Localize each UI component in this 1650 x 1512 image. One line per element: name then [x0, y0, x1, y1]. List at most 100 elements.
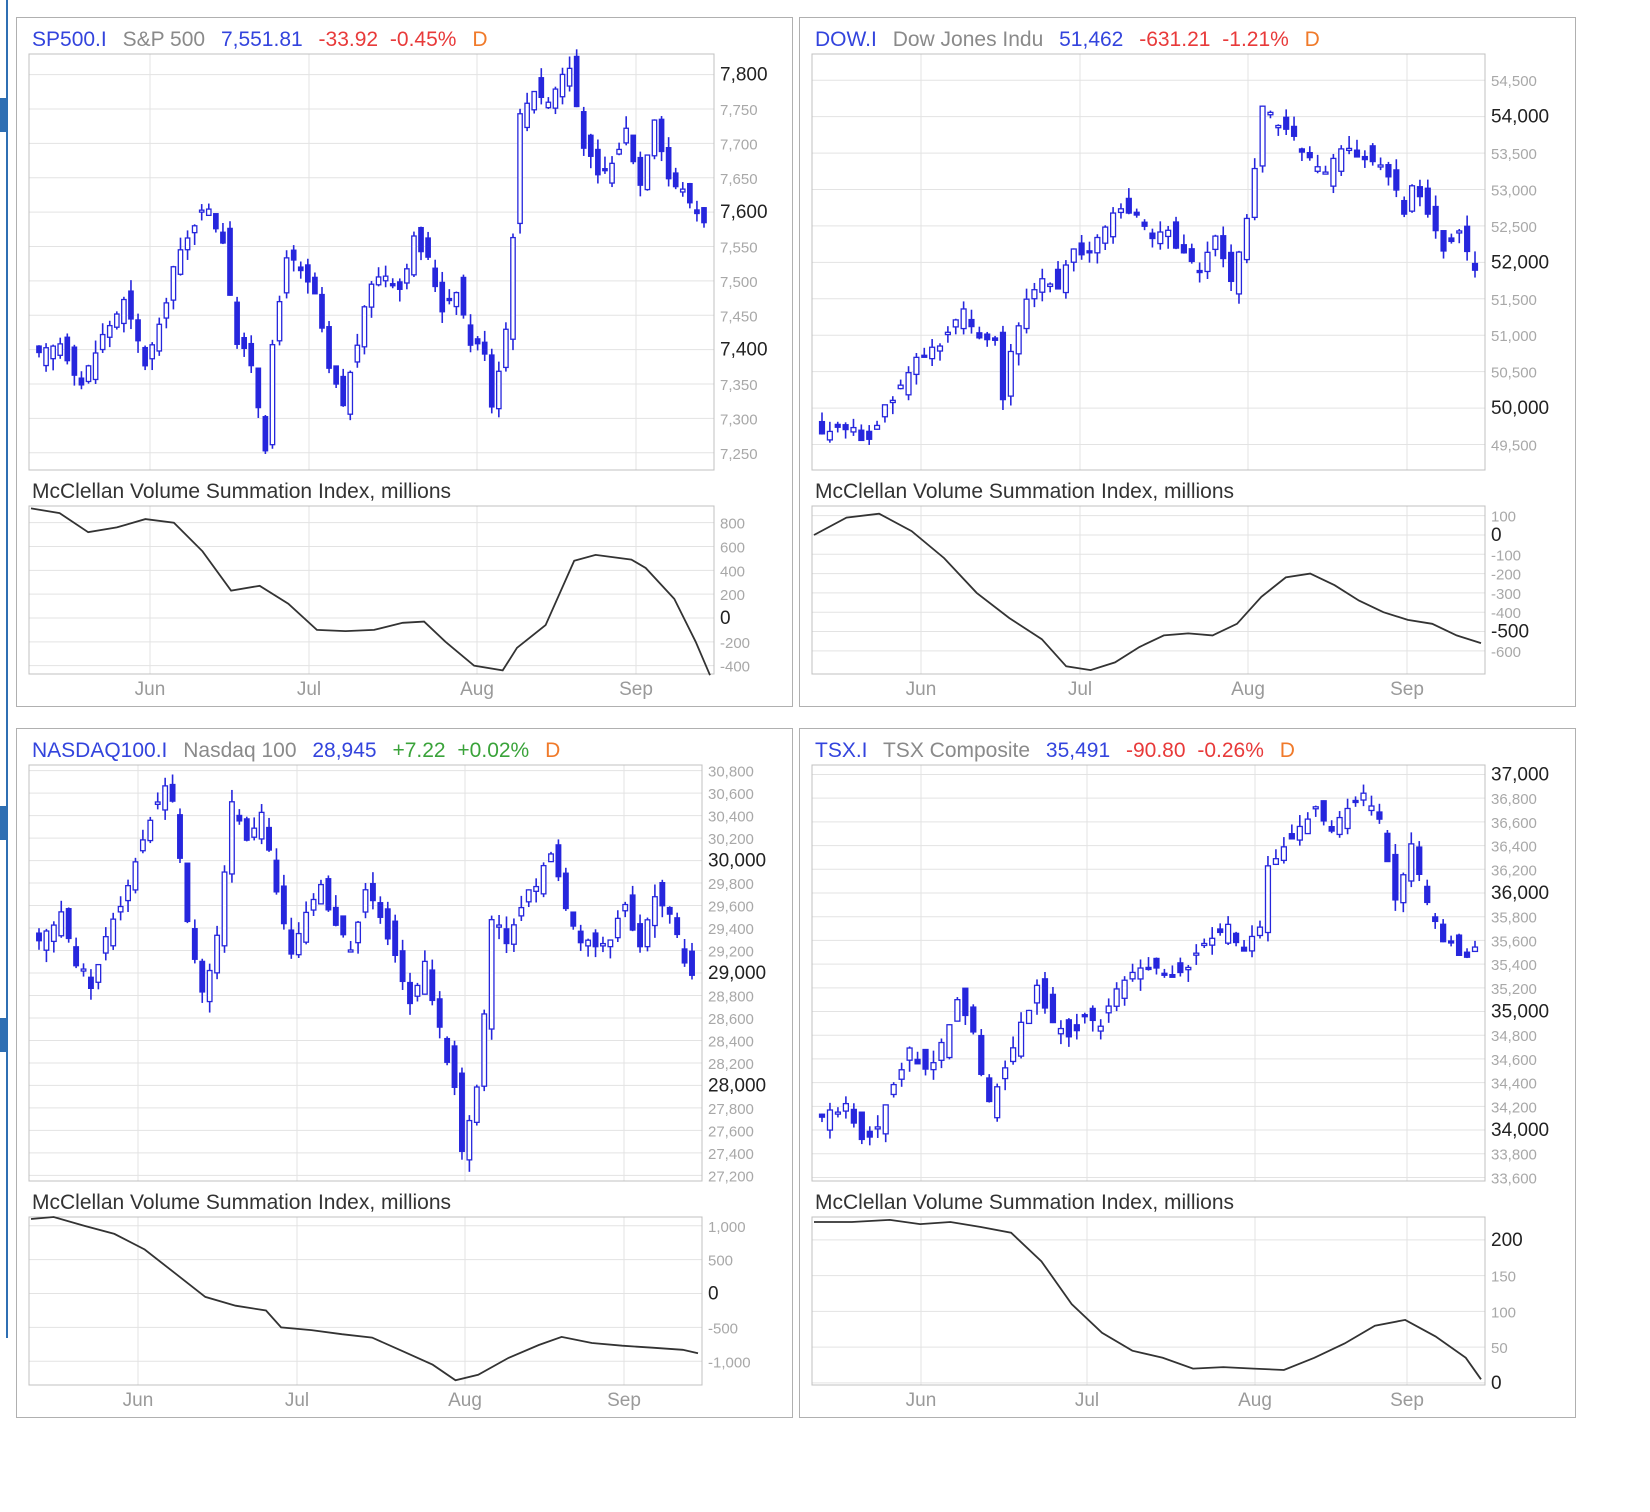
candle: [414, 982, 421, 1002]
y-tick-label: -300: [1491, 586, 1521, 603]
y-tick-label: 37,000: [1491, 764, 1549, 785]
candle: [117, 896, 124, 921]
candle-body: [850, 426, 857, 433]
symbol-link[interactable]: SP500.I: [32, 28, 107, 51]
candle-body: [1424, 187, 1431, 215]
candle: [672, 167, 679, 190]
candle: [538, 68, 545, 105]
candle-body: [467, 324, 474, 346]
chart-panel-nasdaq100[interactable]: NASDAQ100.I Nasdaq 100 28,945 +7.22 +0.0…: [16, 728, 793, 1418]
period-toggle[interactable]: D: [472, 28, 487, 51]
candle: [580, 106, 587, 156]
candle: [1312, 805, 1319, 817]
candle: [495, 361, 502, 418]
candle-body: [1401, 199, 1408, 215]
y-tick-label: 7,800: [720, 65, 768, 86]
candle: [355, 920, 362, 954]
candle: [1105, 998, 1112, 1023]
candle: [1125, 188, 1132, 215]
candle: [128, 280, 134, 330]
candle-body: [1089, 1007, 1096, 1022]
candle-body: [587, 134, 594, 157]
candle: [361, 305, 368, 355]
period-toggle[interactable]: D: [1280, 739, 1295, 762]
candle: [1023, 288, 1030, 334]
candle-body: [1125, 197, 1132, 214]
candle-body: [1377, 164, 1384, 168]
symbol-link[interactable]: TSX.I: [815, 739, 868, 762]
candle-body: [1392, 853, 1399, 901]
candle-body: [658, 118, 665, 153]
y-tick-label: 7,750: [720, 102, 758, 119]
y-tick-label: 0: [720, 608, 731, 629]
candle: [866, 425, 873, 445]
candle: [637, 914, 644, 953]
indicator-title: McClellan Volume Summation Index, millio…: [815, 480, 1234, 503]
chart-panel-tsx[interactable]: TSX.I TSX Composite 35,491 -90.80 -0.26%…: [799, 728, 1576, 1418]
y-tick-label: 52,000: [1491, 252, 1549, 273]
candle: [436, 991, 443, 1039]
y-tick-label: 7,350: [720, 377, 758, 394]
candle-body: [113, 313, 120, 328]
candle-body: [414, 984, 421, 997]
candle-body: [1070, 248, 1077, 263]
symbol-link[interactable]: NASDAQ100.I: [32, 739, 167, 762]
candle: [459, 1067, 465, 1160]
period-toggle[interactable]: D: [1305, 28, 1320, 51]
y-tick-label: 27,800: [708, 1101, 754, 1118]
month-label: Aug: [1231, 679, 1265, 700]
candle-body: [826, 430, 833, 441]
candle: [65, 907, 72, 943]
candle-body: [681, 948, 688, 964]
candle: [213, 213, 219, 233]
price-change: -90.80: [1126, 739, 1186, 762]
candle-body: [199, 960, 206, 993]
y-tick-label: 53,000: [1491, 183, 1537, 200]
candle-body: [57, 343, 64, 356]
candle: [1471, 251, 1479, 278]
candle-body: [600, 942, 606, 947]
candle-body: [1007, 350, 1014, 397]
y-tick-label: 30,000: [708, 851, 766, 872]
candle-body: [99, 333, 106, 351]
candle-body: [1047, 283, 1054, 288]
candle-body: [369, 882, 376, 902]
candle-body: [303, 911, 310, 943]
candle-body: [873, 424, 881, 430]
candle: [496, 914, 503, 940]
symbol-link[interactable]: DOW.I: [815, 28, 877, 51]
candle-body: [559, 73, 566, 98]
candle-body: [954, 999, 961, 1022]
candle-body: [1243, 217, 1250, 261]
period-toggle[interactable]: D: [545, 739, 560, 762]
y-tick-label: 34,200: [1491, 1099, 1537, 1116]
candle-body: [1463, 951, 1471, 958]
candle-body: [1471, 262, 1479, 271]
month-axis: Jun Jul Aug Sep: [906, 679, 1424, 700]
candle-body: [881, 404, 889, 418]
candle-body: [80, 968, 87, 972]
candle: [283, 250, 290, 299]
candle: [106, 320, 113, 348]
candle-body: [976, 332, 983, 339]
chart-panel-sp500[interactable]: SP500.I S&P 500 7,551.81 -33.92 -0.45% D…: [16, 17, 793, 707]
candle: [1121, 976, 1128, 1006]
candle: [503, 916, 510, 954]
candle: [531, 90, 538, 114]
candle-body: [679, 188, 686, 193]
chart-panel-dow[interactable]: DOW.I Dow Jones Indu 51,462 -631.21 -1.2…: [799, 17, 1576, 707]
candle-body: [1346, 147, 1353, 152]
candle-body: [432, 267, 439, 288]
candle-body: [510, 924, 517, 945]
candle-body: [1141, 221, 1148, 227]
y-tick-label: 7,550: [720, 240, 758, 257]
price-change-pct: +0.02%: [457, 739, 529, 762]
price-plot: 37,000 36,800 36,600 36,400 36,200 36,000 35,8…: [811, 764, 1549, 1187]
candle-body: [354, 344, 361, 363]
candle-body: [1448, 237, 1455, 243]
candle: [1440, 919, 1447, 943]
candle-body: [1336, 816, 1343, 836]
candle: [1416, 179, 1424, 207]
candle: [1248, 925, 1256, 958]
candle-body: [555, 844, 562, 878]
